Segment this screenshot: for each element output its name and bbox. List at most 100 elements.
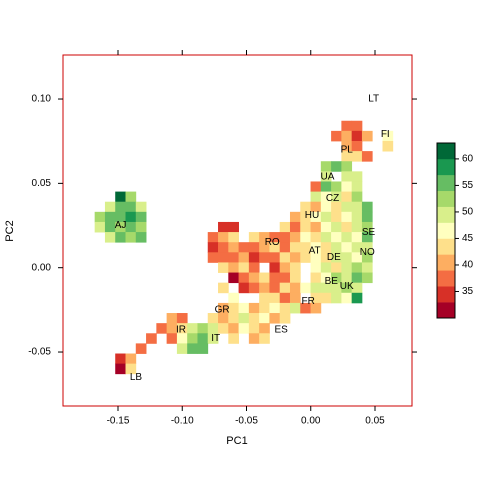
heat-cell bbox=[300, 232, 311, 243]
heat-cell bbox=[176, 333, 188, 344]
y-tick-label: 0.10 bbox=[32, 94, 52, 105]
heat-cell bbox=[248, 282, 260, 294]
heat-cell bbox=[310, 181, 322, 192]
heat-cell bbox=[351, 292, 363, 304]
point-label: GR bbox=[215, 304, 230, 315]
colorkey-bin bbox=[437, 143, 455, 160]
heat-cell bbox=[115, 211, 126, 223]
heat-cell bbox=[351, 272, 363, 284]
heat-cell bbox=[115, 201, 126, 213]
heat-cell bbox=[259, 313, 270, 324]
heat-cell bbox=[269, 262, 281, 273]
heat-cell bbox=[320, 221, 332, 233]
heat-cell bbox=[135, 232, 147, 243]
colorkey-tick-label: 55 bbox=[462, 180, 474, 191]
point-label: FR bbox=[302, 296, 315, 307]
heat-cell bbox=[351, 262, 363, 273]
heat-cell bbox=[218, 302, 229, 314]
heat-cell bbox=[238, 313, 250, 324]
heat-cell bbox=[289, 262, 301, 273]
heat-cell bbox=[135, 201, 147, 213]
colorkey-bin bbox=[437, 286, 455, 303]
heat-cell bbox=[248, 232, 260, 243]
heat-cell bbox=[207, 333, 219, 344]
heat-cell bbox=[248, 272, 260, 284]
heat-cell bbox=[248, 242, 260, 253]
heat-cell bbox=[207, 232, 219, 243]
heat-cell bbox=[135, 221, 147, 233]
heat-cell bbox=[218, 313, 229, 324]
heat-cell bbox=[341, 181, 353, 192]
heat-cell bbox=[269, 302, 281, 314]
heat-cell bbox=[351, 191, 363, 203]
heat-cell bbox=[207, 313, 219, 324]
point-label: LB bbox=[130, 372, 143, 383]
heat-cell bbox=[279, 221, 291, 233]
point-label: UA bbox=[320, 171, 334, 182]
heat-cell bbox=[228, 292, 239, 304]
heat-cell bbox=[320, 282, 332, 294]
heat-cell bbox=[320, 171, 332, 182]
heat-cell bbox=[351, 211, 363, 223]
heat-cell bbox=[115, 232, 126, 243]
heat-cell bbox=[310, 262, 322, 273]
heat-cell bbox=[341, 151, 353, 162]
heat-cell bbox=[361, 130, 373, 142]
heat-cell bbox=[289, 232, 301, 243]
heat-cell bbox=[289, 302, 301, 314]
heat-cell bbox=[207, 323, 219, 334]
heat-cell bbox=[238, 323, 250, 334]
heat-cell bbox=[279, 292, 291, 304]
heat-cell bbox=[248, 323, 260, 334]
point-label: IR bbox=[176, 325, 186, 336]
heat-cell bbox=[176, 323, 188, 334]
heat-cell bbox=[94, 221, 106, 233]
heat-cell bbox=[269, 272, 281, 284]
heat-cell bbox=[361, 242, 373, 253]
heat-cell bbox=[361, 221, 373, 233]
heat-cell bbox=[300, 201, 311, 213]
plot-border bbox=[62, 54, 413, 407]
heat-cell bbox=[382, 140, 394, 152]
heat-cell bbox=[351, 171, 363, 182]
heat-cell bbox=[218, 252, 229, 263]
heat-cell bbox=[187, 333, 198, 344]
heat-cell bbox=[382, 130, 394, 142]
heat-cell bbox=[289, 292, 301, 304]
heat-cell bbox=[331, 161, 342, 172]
heat-cell bbox=[166, 313, 178, 324]
colorkey-bin bbox=[437, 238, 455, 255]
heat-cell bbox=[351, 201, 363, 213]
colorkey-tick-label: 45 bbox=[462, 233, 474, 244]
heat-cell bbox=[310, 302, 322, 314]
heat-cell bbox=[331, 232, 342, 243]
heat-cell bbox=[269, 232, 281, 243]
heat-cell bbox=[115, 191, 126, 203]
heat-cell bbox=[125, 221, 137, 233]
heat-cell bbox=[104, 221, 116, 233]
heat-cell bbox=[228, 242, 239, 253]
heat-cell bbox=[279, 242, 291, 253]
heat-cell bbox=[351, 130, 363, 142]
heat-cell bbox=[331, 242, 342, 253]
heat-cell bbox=[331, 272, 342, 284]
heat-cell bbox=[259, 232, 270, 243]
heat-cell bbox=[228, 221, 239, 233]
colorkey-bin bbox=[437, 302, 455, 319]
heat-cell bbox=[341, 282, 353, 294]
heat-cell bbox=[341, 242, 353, 253]
heat-cell bbox=[351, 221, 363, 233]
heat-cell bbox=[279, 232, 291, 243]
point-label: PL bbox=[341, 144, 354, 155]
heat-cell bbox=[238, 272, 250, 284]
heat-cell bbox=[228, 252, 239, 263]
heat-cell bbox=[104, 232, 116, 243]
heat-cell bbox=[289, 252, 301, 263]
colorkey-bin bbox=[437, 174, 455, 192]
heat-cell bbox=[125, 363, 137, 375]
heat-cell bbox=[341, 232, 353, 243]
heat-cell bbox=[351, 120, 363, 132]
heat-cell bbox=[166, 323, 178, 334]
point-label: CZ bbox=[326, 193, 339, 204]
